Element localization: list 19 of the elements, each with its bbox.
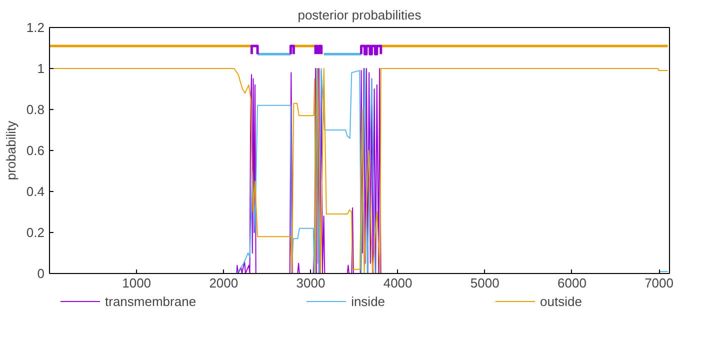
legend-label: transmembrane	[105, 294, 196, 308]
x-tick-label: 2000	[209, 276, 238, 290]
y-tick-label: 0.2	[26, 225, 45, 240]
y-tick-label: 0.4	[26, 184, 45, 199]
x-tick-label: 3000	[296, 276, 326, 290]
legend-label: outside	[540, 294, 582, 308]
y-tick-label: 0.6	[26, 143, 45, 158]
x-tick-label: 4000	[383, 276, 412, 290]
y-axis-title: probability	[3, 120, 18, 180]
x-tick-label: 1000	[122, 276, 152, 290]
chart-title: posterior probabilities	[298, 8, 422, 22]
x-tick-label: 7000	[644, 276, 674, 290]
legend-label: inside	[351, 294, 386, 308]
y-tick-label: 0.8	[26, 102, 45, 117]
x-tick-label: 5000	[470, 276, 500, 290]
y-tick-label: 1.2	[26, 20, 45, 35]
y-tick-label: 0	[37, 266, 45, 281]
x-tick-label: 6000	[558, 276, 586, 290]
y-tick-label: 1	[37, 61, 45, 76]
